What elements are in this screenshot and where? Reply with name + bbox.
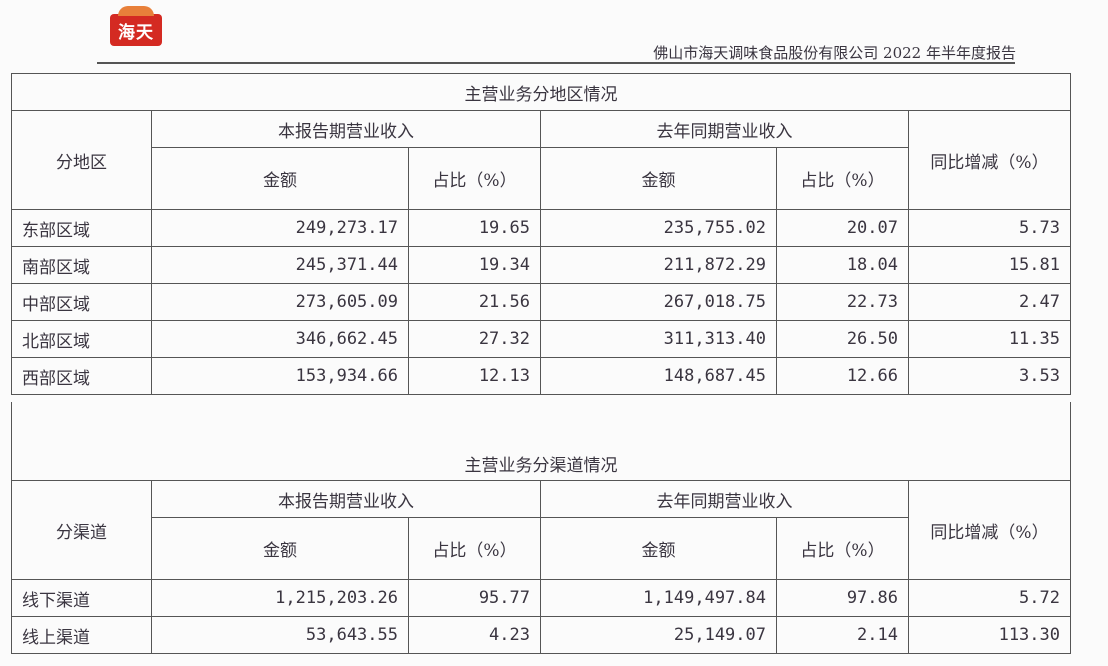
current-amount: 53,643.55 [151,616,409,654]
current-amount: 245,371.44 [151,246,409,284]
table-row: 线下渠道 1,215,203.26 95.77 1,149,497.84 97.86 5.… [11,579,1071,617]
prior-share: 22.73 [776,283,909,321]
prior-share: 2.14 [776,616,909,654]
table-title: 主营业务分渠道情况 [11,402,1071,481]
haitian-logo: 海天 [110,6,162,46]
row-label: 线下渠道 [11,579,152,617]
share-header: 占比（%） [408,147,541,210]
row-label: 西部区域 [11,357,152,395]
prior-share: 97.86 [776,579,909,617]
table-row: 东部区域 249,273.17 19.65 235,755.02 20.07 5.73 [11,209,1071,247]
current-share: 19.34 [408,246,541,284]
yoy-change: 5.73 [908,209,1071,247]
table-row: 南部区域 245,371.44 19.34 211,872.29 18.04 15.81 [11,246,1071,284]
row-label: 南部区域 [11,246,152,284]
row-header: 分地区 [11,110,152,210]
yoy-header: 同比增减（%） [908,110,1071,210]
current-share: 21.56 [408,283,541,321]
yoy-change: 11.35 [908,320,1071,358]
prior-amount: 148,687.45 [540,357,777,395]
amount-header: 金额 [540,147,777,210]
share-header: 占比（%） [408,517,541,580]
prior-amount: 1,149,497.84 [540,579,777,617]
current-share: 4.23 [408,616,541,654]
current-amount: 249,273.17 [151,209,409,247]
header-rule [97,62,1015,64]
current-amount: 273,605.09 [151,283,409,321]
row-label: 北部区域 [11,320,152,358]
prior-amount: 267,018.75 [540,283,777,321]
share-header: 占比（%） [776,147,909,210]
current-share: 95.77 [408,579,541,617]
yoy-change: 5.72 [908,579,1071,617]
prior-period-header: 去年同期营业收入 [540,110,909,148]
current-share: 27.32 [408,320,541,358]
region-table: 主营业务分地区情况 分地区 本报告期营业收入 去年同期营业收入 同比增减（%） … [11,73,1071,395]
prior-share: 12.66 [776,357,909,395]
current-period-header: 本报告期营业收入 [151,110,541,148]
prior-amount: 25,149.07 [540,616,777,654]
table-row: 中部区域 273,605.09 21.56 267,018.75 22.73 2.47 [11,283,1071,321]
report-title: 佛山市海天调味食品股份有限公司 2022 年半年度报告 [653,44,1016,62]
current-amount: 1,215,203.26 [151,579,409,617]
table-row: 线上渠道 53,643.55 4.23 25,149.07 2.14 113.30 [11,616,1071,654]
table-title: 主营业务分地区情况 [11,73,1071,111]
share-header: 占比（%） [776,517,909,580]
current-share: 12.13 [408,357,541,395]
row-header: 分渠道 [11,480,152,580]
prior-amount: 311,313.40 [540,320,777,358]
current-share: 19.65 [408,209,541,247]
prior-share: 18.04 [776,246,909,284]
yoy-change: 2.47 [908,283,1071,321]
row-label: 线上渠道 [11,616,152,654]
channel-table: 主营业务分渠道情况 分渠道 本报告期营业收入 去年同期营业收入 同比增减（%） … [11,402,1071,654]
current-amount: 153,934.66 [151,357,409,395]
row-label: 东部区域 [11,209,152,247]
prior-amount: 235,755.02 [540,209,777,247]
yoy-change: 15.81 [908,246,1071,284]
amount-header: 金额 [151,517,409,580]
yoy-header: 同比增减（%） [908,480,1071,580]
current-amount: 346,662.45 [151,320,409,358]
prior-period-header: 去年同期营业收入 [540,480,909,518]
yoy-change: 113.30 [908,616,1071,654]
current-period-header: 本报告期营业收入 [151,480,541,518]
row-label: 中部区域 [11,283,152,321]
prior-share: 26.50 [776,320,909,358]
table-row: 西部区域 153,934.66 12.13 148,687.45 12.66 3.53 [11,357,1071,395]
yoy-change: 3.53 [908,357,1071,395]
prior-amount: 211,872.29 [540,246,777,284]
prior-share: 20.07 [776,209,909,247]
amount-header: 金额 [151,147,409,210]
amount-header: 金额 [540,517,777,580]
table-row: 北部区域 346,662.45 27.32 311,313.40 26.50 11.35 [11,320,1071,358]
